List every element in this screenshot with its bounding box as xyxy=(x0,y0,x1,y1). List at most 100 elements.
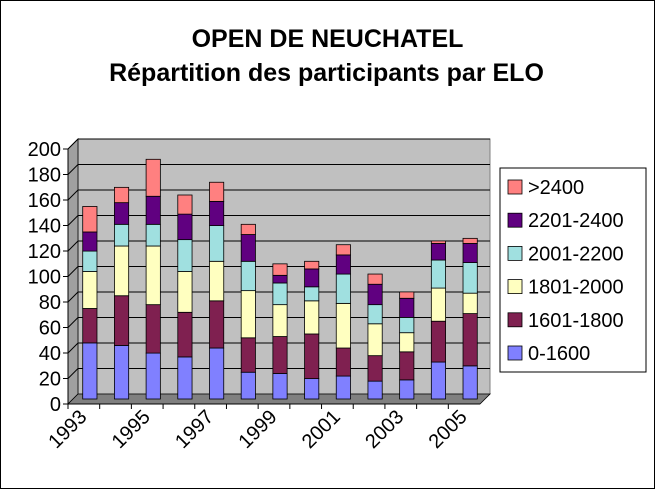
bar-segment xyxy=(145,245,161,306)
bar-segment xyxy=(114,295,130,346)
bar-segment xyxy=(272,304,288,337)
bar-segment xyxy=(335,302,351,349)
legend-label: 1601-1800 xyxy=(528,310,624,332)
bar-segment xyxy=(367,355,383,382)
bar-segment xyxy=(462,365,478,400)
x-tick-label: 1999 xyxy=(235,406,282,453)
y-tick-label: 60 xyxy=(39,318,61,340)
bar-segment xyxy=(177,356,193,400)
x-tick-label: 1995 xyxy=(108,406,155,453)
chart-title: OPEN DE NEUCHATEL xyxy=(191,25,464,53)
bar-segment xyxy=(430,361,446,400)
chart-subtitle: Répartition des participants par ELO xyxy=(109,59,544,87)
bar-segment xyxy=(304,300,320,335)
x-tick-label: 2005 xyxy=(425,406,472,453)
legend-swatch xyxy=(507,312,523,328)
bar-segment xyxy=(335,254,351,275)
gridline-side xyxy=(67,291,79,303)
bar-segment xyxy=(209,200,225,227)
gridline-side xyxy=(67,164,79,175)
bar-segment xyxy=(304,260,320,270)
bar-segment xyxy=(367,283,383,306)
bar-segment xyxy=(367,323,383,357)
bar-segment xyxy=(430,320,446,363)
bar-segment xyxy=(304,378,320,400)
legend-swatch xyxy=(507,279,523,295)
bar-segment xyxy=(209,181,225,202)
x-tick-label: 2001 xyxy=(298,406,345,453)
legend-label: 2001-2200 xyxy=(528,243,624,265)
bar-segment xyxy=(209,300,225,349)
legend-swatch xyxy=(507,179,523,195)
bar-segment xyxy=(177,239,193,272)
legend-box xyxy=(499,167,647,373)
bar-segment xyxy=(335,273,351,304)
bar-segment xyxy=(240,371,256,400)
bar-segment xyxy=(335,347,351,377)
bar-segment xyxy=(177,194,193,215)
bar-segment xyxy=(209,225,225,262)
bar-segment xyxy=(430,240,446,244)
bar-segment xyxy=(177,213,193,241)
bar-segment xyxy=(272,282,288,306)
legend-label: 0-1600 xyxy=(528,343,590,365)
bar-segment xyxy=(114,245,130,297)
bar-segment xyxy=(272,373,288,400)
bar-segment xyxy=(177,271,193,313)
bar-segment xyxy=(82,271,98,309)
bar-segment xyxy=(304,286,320,302)
bar-segment xyxy=(399,291,415,299)
bar-segment xyxy=(240,234,256,262)
x-tick-label: 1997 xyxy=(171,406,218,453)
bar-segment xyxy=(335,375,351,400)
gridline-side xyxy=(67,215,79,226)
gridline-side xyxy=(67,138,79,150)
bar-segment xyxy=(82,231,98,252)
gridline-side xyxy=(67,240,79,252)
gridline-side xyxy=(67,189,79,201)
bar-segment xyxy=(399,351,415,381)
y-tick-label: 100 xyxy=(28,267,61,289)
bar-segment xyxy=(304,268,320,288)
legend-label: 1801-2000 xyxy=(528,277,624,299)
gridline-side xyxy=(67,368,79,379)
bar-segment xyxy=(82,342,98,400)
legend-swatch xyxy=(507,245,523,261)
gridline-side xyxy=(67,317,79,328)
y-tick-label: 40 xyxy=(39,343,61,365)
y-tick-label: 20 xyxy=(39,369,61,391)
bar-segment xyxy=(145,352,161,400)
bar-segment xyxy=(462,313,478,367)
bar-segment xyxy=(462,243,478,263)
bar-segment xyxy=(399,379,415,400)
bar-segment xyxy=(114,202,130,225)
bar-segment xyxy=(145,158,161,197)
legend-swatch xyxy=(507,212,523,228)
bar-segment xyxy=(240,290,256,339)
bar-segment xyxy=(272,336,288,374)
y-tick-label: 200 xyxy=(28,139,61,161)
legend-swatch xyxy=(507,345,523,361)
bar-segment xyxy=(367,380,383,400)
gridline-side xyxy=(67,266,79,277)
bar-segment xyxy=(145,195,161,225)
bar-segment xyxy=(114,186,130,204)
bar-segment xyxy=(209,347,225,400)
bar-segment xyxy=(399,297,415,318)
gridline-side xyxy=(67,342,79,354)
bar-segment xyxy=(430,243,446,261)
bar-segment xyxy=(399,316,415,334)
y-tick-label: 120 xyxy=(28,241,61,263)
bar-segment xyxy=(82,308,98,344)
bar-segment xyxy=(177,311,193,358)
legend-label: >2400 xyxy=(528,177,584,199)
bar-segment xyxy=(82,250,98,272)
bar-segment xyxy=(462,262,478,294)
bar-segment xyxy=(209,260,225,302)
bar-segment xyxy=(335,244,351,256)
bar-segment xyxy=(367,304,383,325)
bar-segment xyxy=(240,260,256,292)
bar-segment xyxy=(462,237,478,244)
y-tick-label: 180 xyxy=(28,165,61,187)
